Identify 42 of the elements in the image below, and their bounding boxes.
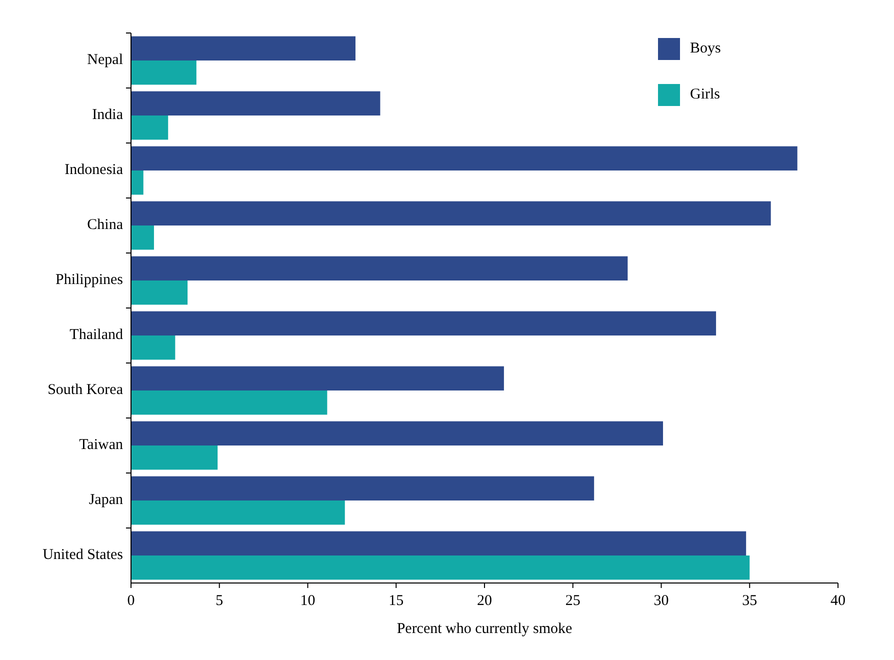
bar [131, 201, 771, 226]
x-tick-label: 40 [830, 593, 846, 609]
bar [131, 366, 504, 390]
y-tick-label: Indonesia [64, 162, 124, 178]
bar [131, 36, 356, 60]
y-tick-label: China [87, 216, 124, 233]
bar [131, 476, 594, 500]
bar [131, 500, 345, 525]
y-tick-label: Thailand [70, 326, 124, 343]
legend-label: Girls [690, 86, 720, 102]
bar [131, 60, 196, 85]
y-tick-label: Japan [88, 492, 124, 508]
y-tick-label: Nepal [87, 52, 123, 68]
bar [131, 146, 798, 170]
bar [131, 531, 746, 556]
bar [131, 446, 218, 470]
x-tick-label: 0 [127, 593, 135, 609]
bar [131, 311, 716, 336]
bar [131, 226, 154, 250]
bar [131, 390, 328, 415]
y-tick-label: South Korea [48, 382, 124, 398]
bar [131, 91, 380, 116]
bar [131, 556, 750, 580]
y-tick-label: Taiwan [79, 436, 124, 453]
y-tick-label: India [92, 106, 124, 123]
bar [131, 280, 188, 305]
y-tick-label: Philippines [55, 272, 124, 288]
x-tick-label: 35 [742, 593, 758, 609]
x-tick-label: 25 [565, 593, 580, 609]
bar [131, 421, 664, 446]
x-tick-label: 15 [388, 593, 404, 609]
bar [131, 170, 144, 195]
legend-label: Boys [690, 40, 722, 56]
bar [131, 116, 168, 140]
x-tick-label: 30 [654, 593, 669, 609]
bar [131, 336, 176, 360]
y-tick-label: United States [42, 546, 124, 563]
x-tick-label: 5 [216, 593, 224, 609]
x-axis-title: Percent who currently smoke [396, 621, 573, 637]
bar [131, 256, 628, 280]
x-tick-label: 20 [477, 593, 492, 609]
x-tick-label: 10 [300, 593, 316, 609]
